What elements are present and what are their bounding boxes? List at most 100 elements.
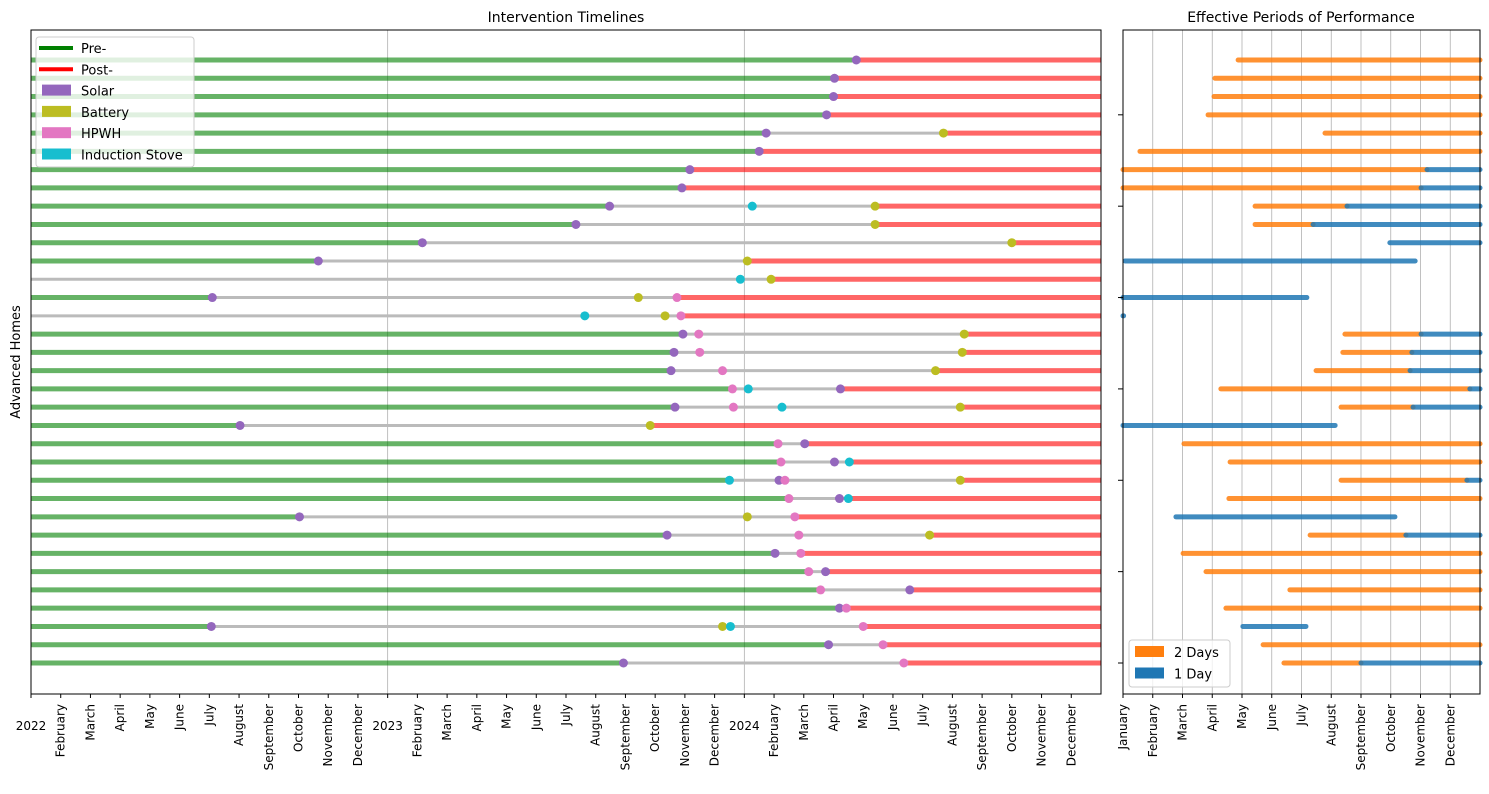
right-y-axis [1118,114,1123,664]
right-chart-title: Effective Periods of Performance [1187,10,1415,26]
battery-marker [633,293,643,303]
right-legend: 2 Days 1 Day [1128,639,1231,688]
solar-marker [800,439,810,449]
battery-marker [742,256,752,266]
month-tick-label: May [1235,704,1249,729]
month-tick-label: February [410,704,424,757]
legend-patch-swatch [1135,667,1164,679]
home-row [31,165,1101,175]
solar-marker [905,585,915,595]
hpwh-marker [841,603,851,613]
solar-marker [670,402,680,412]
home-row [31,457,1101,467]
induction-stove-marker [580,311,590,321]
hpwh-marker [694,329,704,339]
solar-marker [685,165,695,175]
home-row [31,567,1101,577]
month-tick-label: April [827,704,841,731]
hpwh-marker [816,585,826,595]
solar-marker [761,128,771,138]
month-tick-label: February [1146,704,1160,757]
month-tick-label: May [856,704,870,729]
home-row [31,439,1101,449]
home-row [31,402,1101,412]
month-tick-label: June [886,704,900,731]
month-tick-label: July [916,704,930,727]
month-tick-label: January [1116,704,1130,751]
solar-marker [571,219,581,229]
home-row [31,621,1101,631]
month-tick-label: June [529,704,543,731]
month-tick-label: December [351,704,365,766]
month-tick-label: November [678,704,692,766]
right-x-axis: January February March April May June July Augu… [1116,694,1457,770]
solar-marker [851,55,861,65]
month-tick-label: July [202,704,216,727]
legend-label: HPWH [81,127,121,142]
battery-marker [742,512,752,522]
legend-patch-swatch [1135,646,1164,657]
month-tick-label: March [440,704,454,741]
hpwh-marker [695,347,705,357]
solar-marker [669,347,679,357]
home-row [31,420,1101,430]
hpwh-marker [672,293,682,303]
left-legend: Pre- Post- Solar Battery HPWH Induction Stove [35,36,195,168]
month-tick-label: December [1443,704,1457,766]
battery-marker [931,366,941,376]
y-axis-label: Advanced Homes [9,305,24,419]
solar-marker [821,567,831,577]
induction-stove-marker [777,402,787,412]
induction-stove-marker [724,475,734,485]
hpwh-marker [790,512,800,522]
solar-marker [835,384,845,394]
month-tick-label: September [618,704,632,770]
month-tick-label: October [292,704,306,752]
solar-marker [678,329,688,339]
legend-patch-swatch [42,84,71,96]
home-row [31,658,1101,668]
home-row [31,256,1101,266]
hpwh-marker [727,384,737,394]
right-plot-area [1120,57,1483,666]
hpwh-marker [794,530,804,540]
induction-stove-marker [725,621,735,631]
legend-label: Induction Stove [81,149,183,164]
solar-marker [834,603,844,613]
solar-marker [662,530,672,540]
month-tick-label: October [1005,704,1019,752]
month-tick-label: July [1295,704,1309,727]
solar-marker [829,92,838,102]
month-tick-label: March [797,704,811,741]
home-row [31,293,1101,303]
solar-marker [829,73,839,83]
solar-marker [822,110,832,120]
month-tick-label: August [945,704,959,746]
year-tick-label: 2022 [16,719,47,733]
induction-stove-marker [844,457,854,467]
month-tick-label: March [1176,704,1190,741]
battery-marker [766,274,776,284]
legend-label: 2 Days [1174,646,1219,661]
month-tick-label: April [1205,704,1219,731]
home-row [31,183,1101,193]
solar-marker [666,366,676,376]
induction-stove-marker [843,494,853,504]
solar-marker [754,146,764,156]
month-tick-label: February [767,704,781,757]
month-tick-label: April [470,704,484,731]
home-row [31,384,1101,394]
battery-marker [718,621,728,631]
solar-marker [677,183,687,193]
solar-marker [235,420,245,430]
solar-marker [417,238,427,248]
left-gridlines [387,30,745,694]
legend-box [35,36,195,168]
month-tick-label: October [648,704,662,752]
home-row [31,530,1101,540]
home-row [31,603,1101,613]
home-row [31,201,1101,211]
solar-marker [206,621,216,631]
battery-marker [925,530,935,540]
